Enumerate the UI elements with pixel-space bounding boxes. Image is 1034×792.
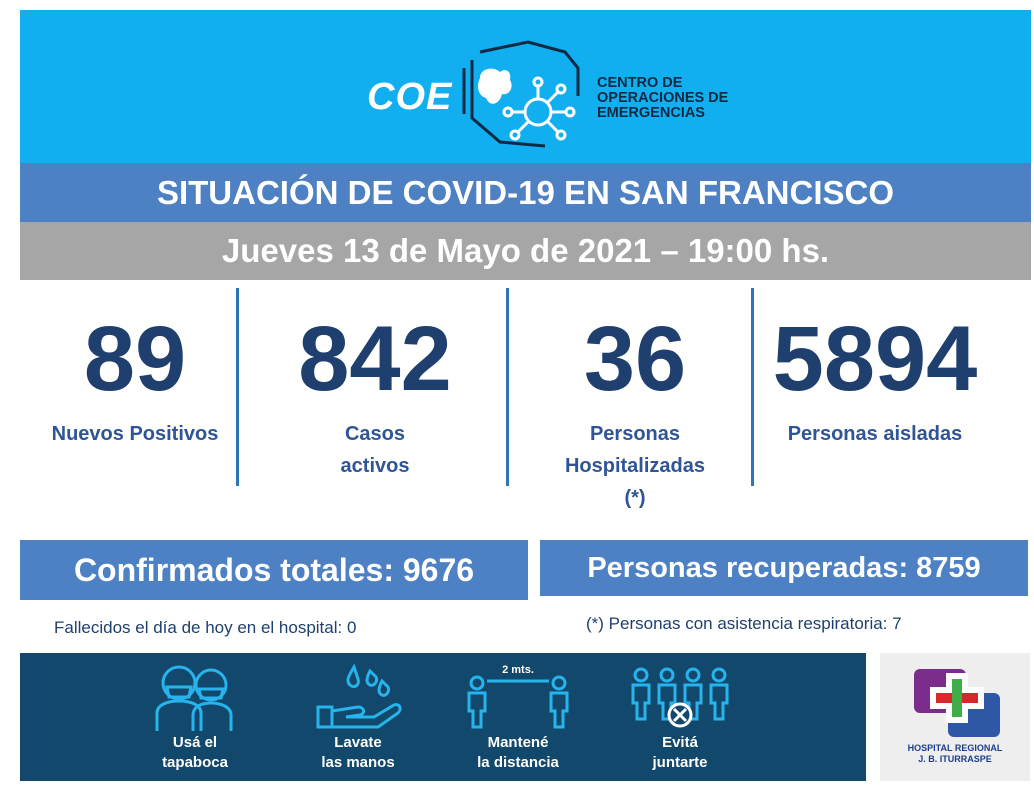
campaign-item-distancia: 2 mts. Mantené la distancia — [443, 661, 593, 781]
campaign-panel: Usá el tapaboca Lavate las manos 2 mts. — [20, 653, 866, 781]
campaign-item-lavate: Lavate las manos — [283, 661, 433, 781]
campaign-caption: juntarte — [652, 754, 708, 771]
coe-subtitle-line: OPERACIONES DE — [597, 90, 729, 106]
hospital-logo: HOSPITAL REGIONAL J. B. ITURRASPE — [880, 653, 1030, 781]
campaign-caption: Usá el — [172, 734, 218, 751]
personas-recuperadas: Personas recuperadas: 8759 — [587, 551, 981, 584]
distance-icon: 2 mts. — [467, 664, 569, 729]
campaign-caption: Evitá — [662, 734, 698, 751]
stat-label: Personas aisladas — [787, 423, 963, 445]
campaign-caption: Mantené — [487, 734, 549, 751]
divider — [506, 288, 509, 486]
report-title: SITUACIÓN DE COVID-19 EN SAN FRANCISCO — [156, 173, 895, 211]
header-banner: COE CENTRO DE OPERACIONES DE EMERGENCIAS — [20, 10, 1031, 163]
stat-aisladas: 5894 Personas aisladas — [760, 300, 990, 450]
stat-value: 36 — [583, 308, 687, 410]
campaign-caption: las manos — [321, 754, 395, 771]
stat-value: 5894 — [772, 308, 978, 410]
report-title-bar: SITUACIÓN DE COVID-19 EN SAN FRANCISCO — [20, 163, 1031, 222]
virus-shield-icon — [462, 40, 580, 148]
campaign-item-juntarte: Evitá juntarte — [605, 661, 755, 781]
coe-logo-word: COE — [367, 76, 453, 118]
campaign-caption: la distancia — [477, 754, 559, 771]
fallecidos-note: Fallecidos el día de hoy en el hospital:… — [54, 618, 357, 637]
hospital-name: HOSPITAL REGIONAL J. B. ITURRASPE — [880, 743, 1030, 765]
asistencia-note: (*) Personas con asistencia respiratoria… — [586, 614, 902, 633]
hospital-name-line: HOSPITAL REGIONAL — [907, 743, 1003, 753]
coe-logo: COE CENTRO DE OPERACIONES DE EMERGENCIAS — [345, 38, 785, 150]
stat-hospitalizadas: 36 Personas Hospitalizadas (*) — [520, 300, 750, 514]
campaign-caption: tapaboca — [162, 754, 228, 771]
campaign-caption: Lavate — [334, 734, 382, 751]
hand-wash-icon — [316, 663, 402, 729]
campaign-item-tapaboca: Usá el tapaboca — [120, 661, 270, 781]
stat-label: Hospitalizadas — [564, 455, 706, 477]
distance-label: 2 mts. — [502, 664, 534, 676]
no-gathering-icon — [631, 667, 729, 728]
divider — [751, 288, 754, 486]
hospital-cross-icon — [914, 669, 1000, 737]
coe-subtitle-line: CENTRO DE — [597, 75, 683, 91]
hospital-name-line: J. B. ITURRASPE — [918, 754, 992, 764]
mask-people-icon — [155, 665, 233, 731]
confirmados-totales-box: Confirmados totales: 9676 — [20, 540, 528, 600]
divider — [236, 288, 239, 486]
stat-value: 842 — [298, 308, 452, 410]
stat-label: Nuevos Positivos — [51, 423, 219, 445]
stat-label: Casos — [344, 423, 406, 445]
coe-subtitle: CENTRO DE OPERACIONES DE EMERGENCIAS — [597, 76, 797, 121]
stat-nuevos-positivos: 89 Nuevos Positivos — [30, 300, 240, 450]
personas-recuperadas-box: Personas recuperadas: 8759 — [540, 540, 1028, 596]
stat-label: activos — [340, 455, 410, 477]
coe-subtitle-line: EMERGENCIAS — [597, 105, 705, 121]
stat-label: (*) — [624, 487, 646, 509]
stat-casos-activos: 842 Casos activos — [260, 300, 490, 482]
report-date-bar: Jueves 13 de Mayo de 2021 – 19:00 hs. — [20, 222, 1031, 280]
report-date: Jueves 13 de Mayo de 2021 – 19:00 hs. — [221, 232, 830, 269]
stat-label: Personas — [589, 423, 681, 445]
confirmados-totales: Confirmados totales: 9676 — [73, 551, 475, 588]
stat-value: 89 — [83, 308, 187, 410]
